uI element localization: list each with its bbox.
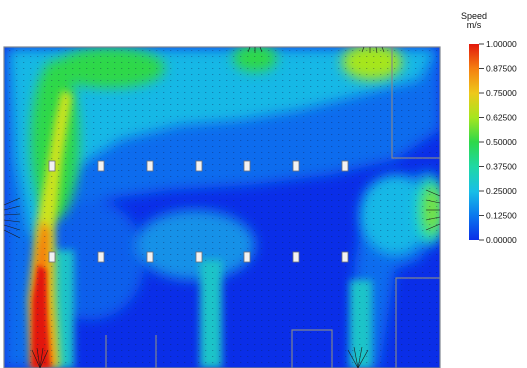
right-wall-diffuser xyxy=(425,189,441,231)
vector-glyph-overlay xyxy=(4,47,440,368)
legend-tick-label: 0.50000 xyxy=(486,137,517,147)
velocity-contour-field xyxy=(4,47,440,368)
columns xyxy=(48,160,349,263)
left-wall-diffuser xyxy=(3,197,21,239)
column xyxy=(146,160,154,172)
domain-walls xyxy=(3,46,441,368)
column xyxy=(195,251,203,263)
legend-tick-label: 0.25000 xyxy=(486,186,517,196)
speed-legend: Speed m/s 1.00000 0.87500 0.75000 0.62500 0.… xyxy=(461,11,517,245)
legend-tick-label: 0.62500 xyxy=(486,113,517,123)
column xyxy=(292,251,300,263)
column xyxy=(341,251,349,263)
column xyxy=(243,160,251,172)
column xyxy=(48,251,56,263)
legend-tick-label: 0.00000 xyxy=(486,235,517,245)
column xyxy=(243,251,251,263)
legend-tick-label: 0.12500 xyxy=(486,211,517,221)
legend-title: Speed xyxy=(461,11,487,21)
bottom-left-diffuser xyxy=(31,347,49,368)
bottom-right-diffuser xyxy=(347,346,369,368)
legend-tick-label: 0.75000 xyxy=(486,88,517,98)
inlet-fans xyxy=(3,46,441,368)
legend-color-bar xyxy=(469,44,479,240)
column xyxy=(97,160,105,172)
legend-unit: m/s xyxy=(467,20,482,30)
right-lower-wall xyxy=(395,277,440,368)
column xyxy=(292,160,300,172)
column xyxy=(146,251,154,263)
column xyxy=(48,160,56,172)
top-outlet-diffuser-2 xyxy=(361,46,385,54)
legend-tick-label: 0.37500 xyxy=(486,162,517,172)
top-outlet-diffuser-1 xyxy=(247,46,263,53)
column xyxy=(341,160,349,172)
column xyxy=(195,160,203,172)
legend-ticks: 1.00000 0.87500 0.75000 0.62500 0.50000 0.375… xyxy=(479,39,517,245)
right-recess-wall xyxy=(391,47,440,159)
domain-outline xyxy=(3,46,441,368)
legend-tick-label: 0.87500 xyxy=(486,64,517,74)
bottom-partition xyxy=(291,329,333,368)
legend-tick-label: 1.00000 xyxy=(486,39,517,49)
column xyxy=(97,251,105,263)
